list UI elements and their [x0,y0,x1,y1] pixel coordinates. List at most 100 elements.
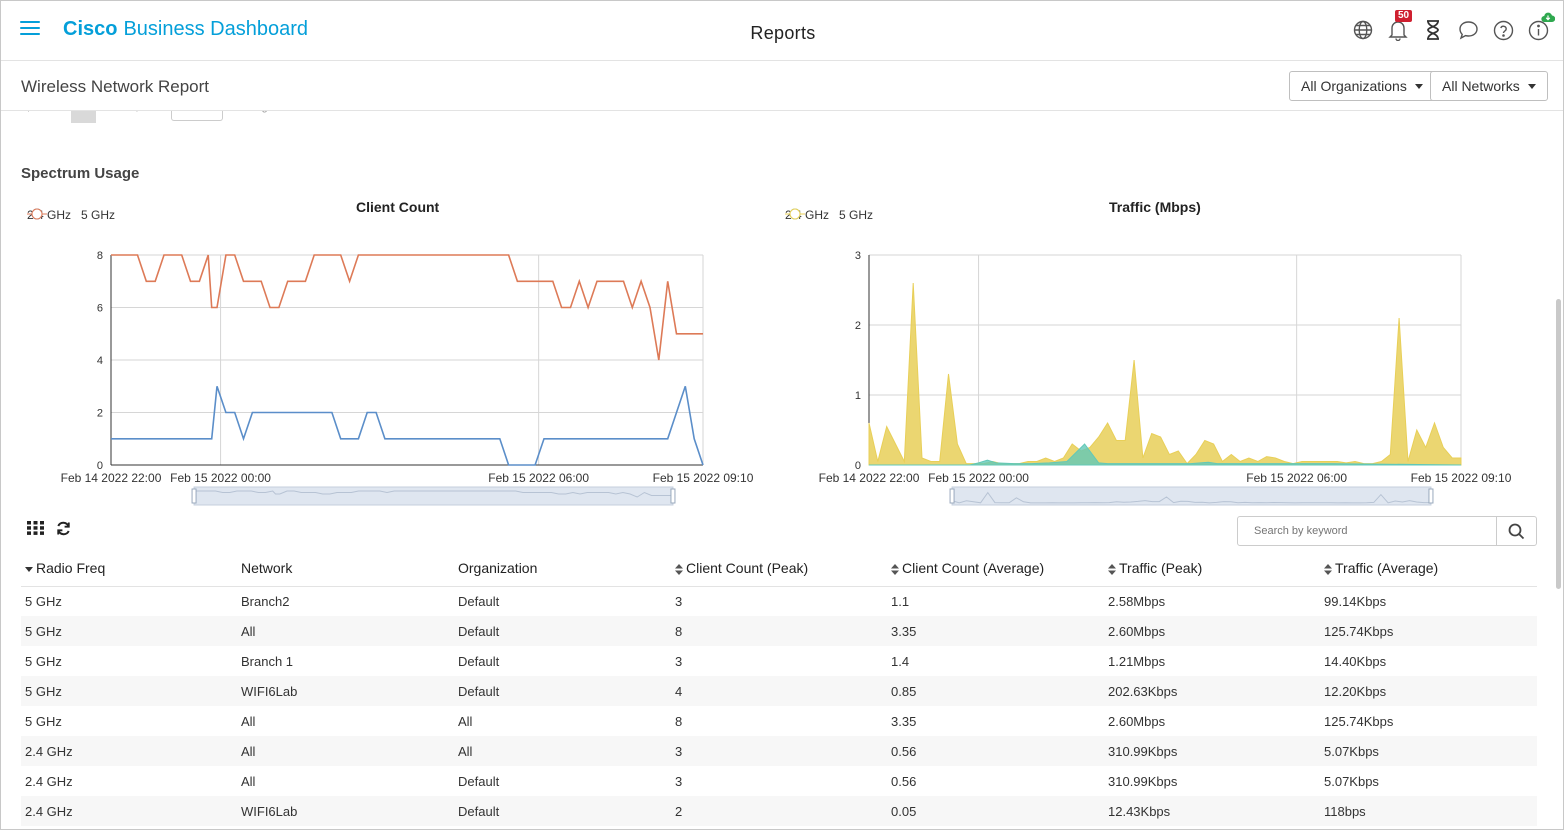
client-count-chart: 2.4 GHz 5 GHz Client Count 0 2 4 6 8 Feb 14 2… [21,196,781,516]
x-tick-label: Feb 15 2022 09:10 [1411,471,1512,485]
x-tick-label: Feb 15 2022 00:00 [928,471,1029,485]
table-row[interactable]: 5 GHz Branch 1 Default 3 1.4 1.21Mbps 14.40Kbp… [21,646,1537,676]
cell-traffic-average: 118bps [1320,796,1537,826]
client-count-plot: 0 2 4 6 8 Feb 14 2022 22:00 Feb 15 2022 00:00 F… [61,250,754,506]
brand-product: Business Dashboard [123,18,309,40]
cell-client-peak: 3 [671,736,887,766]
table-row[interactable]: 2.4 GHz All Default 3 0.56 310.99Kbps 5.07Kbps [21,766,1537,796]
bell-icon [1388,21,1408,41]
cell-radio-freq: 5 GHz [21,616,237,646]
column-header-organization[interactable]: Organization [454,551,671,587]
cell-radio-freq: 2.4 GHz [21,736,237,766]
chat-icon[interactable] [1457,17,1479,43]
cell-client-peak: 2 [671,796,887,826]
globe-icon[interactable] [1352,17,1374,43]
cell-traffic-average: 14.40Kbps [1324,653,1387,669]
cell-network: Branch 1 [241,653,294,669]
cell-network: All [237,616,454,646]
x-tick-label: Feb 15 2022 06:00 [488,471,589,485]
x-tick-label: Feb 15 2022 09:10 [653,471,754,485]
table-row[interactable]: 5 GHz Branch2 Default 3 1.1 2.58Mbps 99.14Kbps [21,586,1537,616]
cell-traffic-peak: 202.63Kbps [1104,676,1320,706]
cell-organization: Default [458,773,500,789]
cell-traffic-average: 125.74Kbps [1320,616,1537,646]
notifications-button[interactable]: 50 [1387,10,1413,43]
column-header-label: Network [241,560,293,577]
cell-traffic-average: 125.74Kbps [1324,713,1394,729]
column-chooser-icon[interactable] [27,521,44,541]
table-search [1237,516,1537,546]
table-row[interactable]: 2.4 GHz WIFI6Lab Default 2 0.05 12.43Kbps 118b… [21,796,1537,826]
zoom-slider-handle[interactable] [949,488,955,504]
table-row[interactable]: 5 GHz All All 8 3.35 2.60Mbps 125.74Kbps [21,706,1537,736]
y-tick-label: 1 [855,390,861,402]
x-tick-label: Feb 14 2022 22:00 [61,471,162,485]
table-row[interactable]: 2.4 GHz All All 3 0.56 310.99Kbps 5.07Kbps [21,736,1537,766]
zoom-slider-preview [951,491,1431,504]
column-header-radio-freq[interactable]: Radio Freq [21,551,237,587]
cell-client-peak: 4 [671,676,887,706]
cell-network: Branch2 [241,593,290,609]
legend-item-5ghz[interactable]: 5 GHz [27,208,115,222]
series-line-5ghz [111,254,703,361]
cell-client-peak: 3 [675,773,683,789]
column-header-traffic-average[interactable]: Traffic (Average) [1320,551,1537,587]
cell-radio-freq: 5 GHz [21,676,237,706]
sort-icon [1324,564,1332,576]
sub-header: Wireless Network Report All Organization… [1,61,1563,111]
cell-traffic-average: 99.14Kbps [1324,593,1387,609]
chart-title: Client Count [356,199,440,215]
cell-traffic-peak: 310.99Kbps [1104,736,1320,766]
legend-item-5ghz[interactable]: 5 GHz [785,208,873,222]
organization-dropdown[interactable]: All Organizations [1289,71,1435,101]
cell-traffic-peak: 1.21Mbps [1108,653,1166,669]
column-header-traffic-peak[interactable]: Traffic (Peak) [1104,551,1320,587]
cell-client-peak: 8 [671,616,887,646]
help-icon[interactable] [1492,17,1514,43]
column-header-client-count-average[interactable]: Client Count (Average) [887,551,1104,587]
x-tick-label: Feb 15 2022 00:00 [170,471,271,485]
zoom-slider-handle[interactable] [670,488,676,504]
refresh-icon[interactable] [56,521,71,541]
x-tick-label: Feb 15 2022 06:00 [1246,471,1347,485]
cell-radio-freq: 5 GHz [25,593,62,609]
traffic-chart: 2.4 GHz 5 GHz Traffic (Mbps) 0 1 2 3 Feb 14 … [779,196,1539,516]
network-dropdown[interactable]: All Networks [1430,71,1548,101]
cell-client-average: 3.35 [891,713,917,729]
chart-title: Traffic (Mbps) [1109,199,1201,215]
cloud-download-icon [1541,12,1555,23]
sort-icon [675,564,683,576]
column-header-network[interactable]: Network [237,551,454,587]
cell-client-average: 0.05 [887,796,1104,826]
column-header-label: Radio Freq [36,560,106,577]
cell-network: WIFI6Lab [237,676,454,706]
table-header-row: Radio Freq Network Organization Client C… [21,551,1537,587]
column-header-client-count-peak[interactable]: Client Count (Peak) [671,551,887,587]
hamburger-menu-icon[interactable] [20,21,40,37]
cell-network: All [241,773,256,789]
zoom-slider-handle[interactable] [191,488,197,504]
cell-traffic-peak: 2.58Mbps [1108,593,1166,609]
page-scrollbar[interactable] [1556,299,1561,589]
search-button[interactable] [1496,517,1536,545]
info-icon[interactable] [1527,12,1555,43]
brand-cisco: Cisco [63,18,118,40]
table-row[interactable]: 5 GHz All Default 8 3.35 2.60Mbps 125.74Kbps [21,616,1537,646]
cell-client-peak: 8 [675,713,683,729]
column-header-label: Client Count (Average) [902,560,1045,577]
cell-organization: Default [458,593,500,609]
cell-radio-freq: 5 GHz [25,713,62,729]
column-header-label: Traffic (Peak) [1119,560,1203,577]
hourglass-icon[interactable] [1422,17,1444,43]
cell-client-peak: 3 [675,593,683,609]
zoom-slider-handle[interactable] [1428,488,1434,504]
series-line-2-4ghz [111,386,704,466]
search-icon [1508,523,1525,539]
brand-logo[interactable]: Cisco Business Dashboard [63,18,308,41]
cell-client-average: 1.4 [891,653,910,669]
table-row[interactable]: 5 GHz WIFI6Lab Default 4 0.85 202.63Kbps 12.20… [21,676,1537,706]
cell-radio-freq: 2.4 GHz [21,796,237,826]
cell-traffic-peak: 2.60Mbps [1108,713,1166,729]
search-input[interactable] [1238,517,1496,545]
